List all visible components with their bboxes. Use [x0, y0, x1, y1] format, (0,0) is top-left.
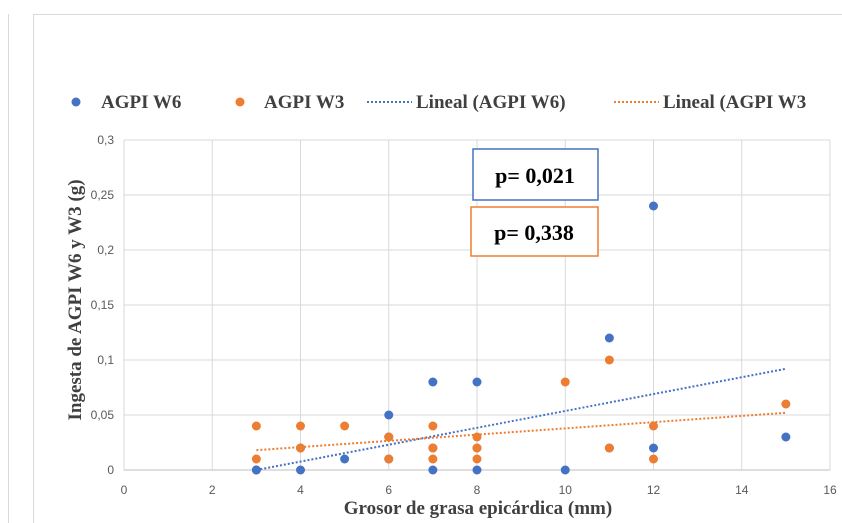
y-tick-label: 0,05 — [91, 408, 115, 422]
x-tick-label: 16 — [823, 483, 837, 497]
legend-label-w3: AGPI W3 — [264, 92, 344, 113]
data-point — [296, 465, 305, 475]
tick-labels: 0 0,05 0,1 0,15 0,2 0,25 0,3 0 2 4 6 8 10 12 14 16 — [91, 133, 837, 497]
y-axis-title: Ingesta de AGPI W6 y W3 (g) — [65, 179, 86, 420]
data-point — [384, 410, 394, 420]
data-point — [472, 443, 482, 453]
data-point — [428, 465, 438, 475]
data-point — [649, 454, 658, 464]
data-point — [781, 399, 791, 409]
y-tick-label: 0,25 — [91, 188, 115, 202]
data-point — [472, 454, 482, 464]
data-point — [781, 432, 791, 442]
x-tick-label: 2 — [209, 483, 216, 497]
x-axis-title: Grosor de grasa epicárdica (mm) — [344, 498, 612, 519]
data-point — [251, 454, 261, 464]
legend-label-trend-w3: Lineal (AGPI W3 — [663, 92, 806, 113]
legend: AGPI W6 AGPI W3 Lineal (AGPI W6) Lineal … — [71, 92, 806, 113]
y-tick-label: 0,3 — [97, 133, 114, 147]
data-point — [472, 377, 482, 387]
x-tick-label: 6 — [385, 483, 392, 497]
data-point — [428, 443, 438, 453]
p-value-w3: p= 0,338 — [494, 220, 574, 245]
legend-marker-w3 — [235, 97, 245, 107]
chart-frame — [33, 14, 842, 523]
p-value-box-w6: p= 0,021 — [472, 148, 599, 201]
legend-marker-w6 — [71, 97, 81, 107]
data-point — [649, 443, 658, 453]
data-point — [604, 333, 614, 343]
x-tick-label: 14 — [735, 483, 749, 497]
data-point — [472, 465, 482, 475]
p-value-box-w3: p= 0,338 — [470, 206, 599, 257]
data-point — [428, 454, 438, 464]
y-tick-label: 0 — [107, 463, 114, 477]
data-point — [560, 377, 570, 387]
x-tick-label: 4 — [297, 483, 304, 497]
y-tick-label: 0,2 — [97, 243, 114, 257]
trendlines — [256, 367, 787, 471]
data-point — [472, 432, 482, 442]
trendline — [256, 411, 786, 452]
data-point — [560, 465, 570, 475]
x-tick-label: 10 — [559, 483, 573, 497]
data-point — [340, 454, 350, 464]
data-point — [251, 421, 261, 431]
x-tick-label: 0 — [121, 483, 128, 497]
data-point — [604, 443, 614, 453]
data-point — [251, 465, 261, 475]
data-point — [384, 454, 394, 464]
legend-label-w6: AGPI W6 — [101, 92, 181, 113]
trendline — [256, 367, 787, 471]
y-tick-label: 0,15 — [91, 298, 115, 312]
left-panel-border — [8, 14, 9, 523]
data-point — [296, 443, 305, 453]
y-tick-label: 0,1 — [97, 353, 114, 367]
x-tick-label: 12 — [647, 483, 661, 497]
data-point — [649, 201, 658, 211]
legend-label-trend-w6: Lineal (AGPI W6) — [416, 92, 566, 113]
data-point — [604, 355, 614, 365]
data-point — [428, 421, 438, 431]
data-points — [251, 201, 791, 475]
data-point — [340, 421, 350, 431]
x-tick-label: 8 — [474, 483, 481, 497]
data-point — [649, 421, 658, 431]
data-point — [428, 377, 438, 387]
p-value-w6: p= 0,021 — [495, 163, 575, 188]
data-point — [296, 421, 305, 431]
data-point — [384, 432, 394, 442]
